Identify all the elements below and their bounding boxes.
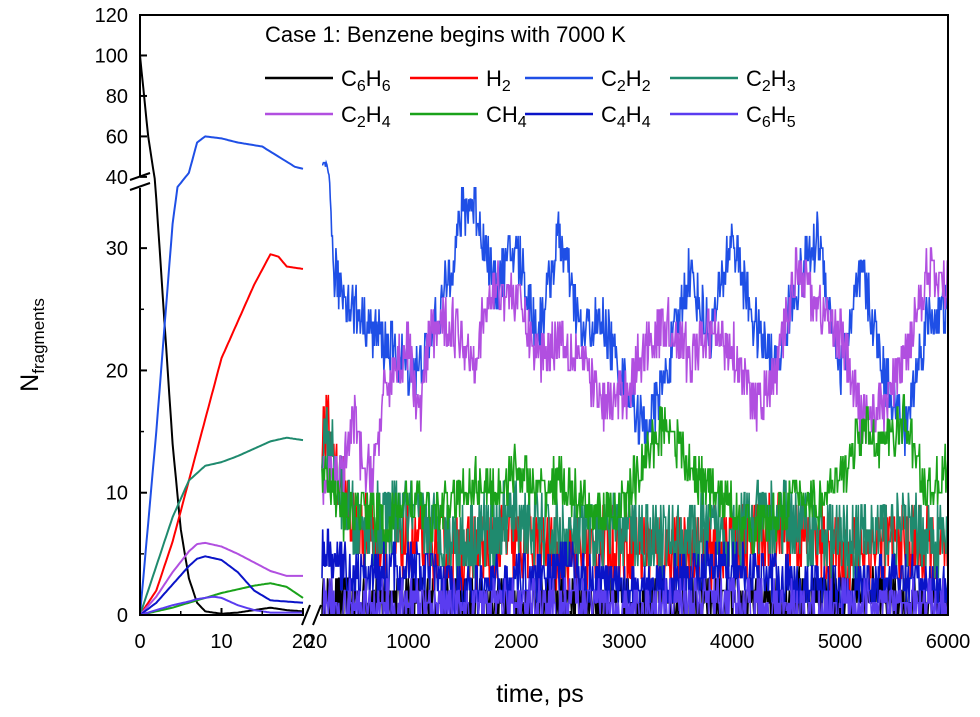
- x-break-mark: [301, 604, 311, 626]
- x-tick-label: 20: [292, 631, 314, 653]
- series-line-left-CH4: [139, 582, 304, 616]
- y-tick-label: 120: [95, 5, 128, 27]
- legend: C6H6 H2 C2H2 C2H3 C2H4 CH4 C4H4 C6H5: [265, 66, 796, 131]
- series-layer: [139, 55, 949, 616]
- svg-text:Nfragments: Nfragments: [16, 298, 48, 392]
- plot-frame: [139, 14, 949, 616]
- y-tick-label: 10: [106, 483, 128, 505]
- x-break-tick-label: 20: [305, 631, 327, 653]
- y-tick-label: 20: [106, 360, 128, 382]
- x-tick-label: 6000: [926, 631, 971, 653]
- series-line-left-C2H2: [139, 135, 304, 616]
- x-tick-label: 0: [134, 631, 145, 653]
- y-axis-label: Nfragments: [16, 298, 48, 392]
- x-tick-label: 10: [210, 631, 232, 653]
- x-tick-label: 4000: [710, 631, 755, 653]
- x-tick-label: 1000: [386, 631, 431, 653]
- x-tick-label: 5000: [818, 631, 863, 653]
- y-tick-label: 0: [117, 605, 128, 627]
- legend-label-C6H5: C6H5: [746, 102, 796, 131]
- legend-label-C2H3: C2H3: [746, 66, 796, 95]
- series-line-left-C2H3: [139, 436, 304, 616]
- series-line-left-C4H4: [139, 555, 304, 616]
- y-break-mark: [129, 182, 151, 191]
- legend-label-C6H6: C6H6: [341, 66, 391, 95]
- x-axis-label: time, ps: [496, 680, 584, 708]
- legend-label-H2: H2: [486, 66, 511, 95]
- series-line-left-C6H5: [139, 595, 303, 616]
- x-tick-label: 3000: [602, 631, 647, 653]
- y-tick-label: 40: [106, 167, 128, 189]
- chart-title: Case 1: Benzene begins with 7000 K: [265, 22, 626, 47]
- y-tick-label: 100: [95, 45, 128, 67]
- legend-label-C2H4: C2H4: [341, 102, 391, 131]
- legend-label-CH4: CH4: [486, 102, 527, 131]
- y-axis-label-main: N: [16, 374, 44, 392]
- x-tick-label: 2000: [494, 631, 539, 653]
- y-tick-label: 60: [106, 126, 128, 148]
- y-tick-label: 30: [106, 238, 128, 260]
- x-break-mark: [312, 604, 322, 626]
- series-line-right-C2H4: [321, 247, 949, 505]
- y-axis-label-sub: fragments: [29, 298, 48, 374]
- series-line-left-C2H4: [139, 541, 303, 616]
- y-tick-label: 80: [106, 86, 128, 108]
- series-line-right-CH4: [321, 394, 949, 555]
- legend-label-C2H2: C2H2: [601, 66, 651, 95]
- series-line-left-H2: [139, 253, 304, 616]
- legend-label-C4H4: C4H4: [601, 102, 651, 131]
